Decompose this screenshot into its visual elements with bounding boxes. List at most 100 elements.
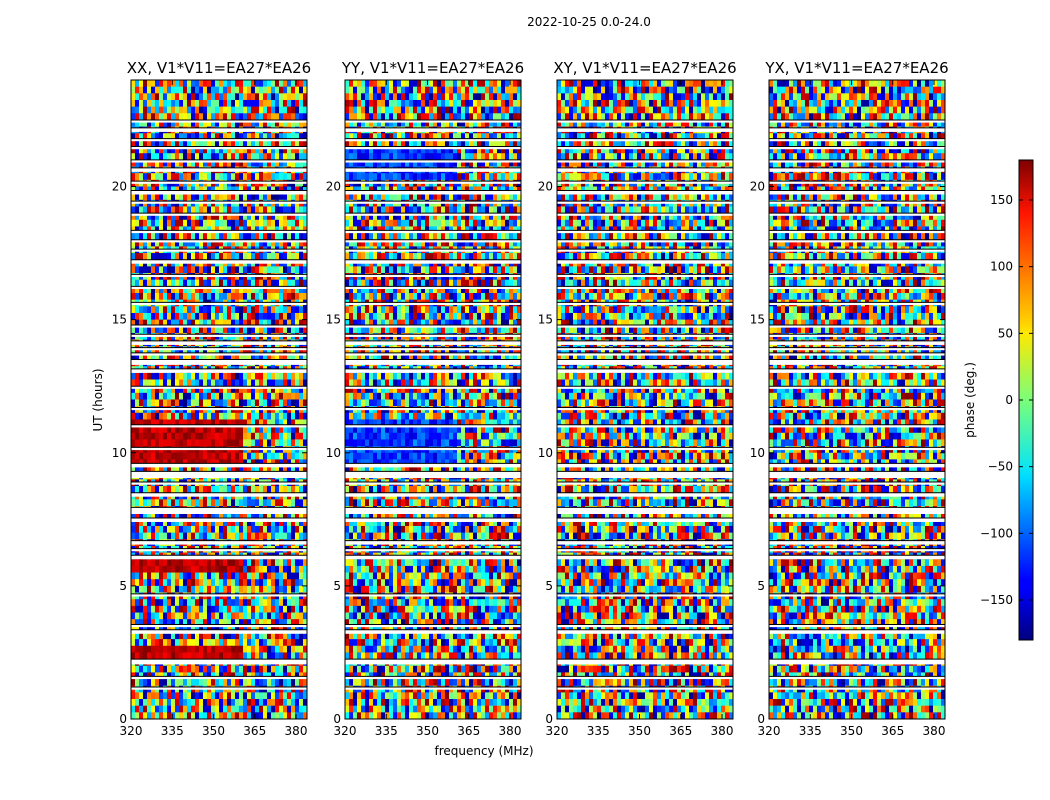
heatmap-cell [299,419,304,427]
heatmap-cell [453,173,458,181]
heatmap-cell [385,93,390,101]
heatmap-cell [163,312,168,320]
heatmap-cell [183,286,188,294]
heatmap-cell [219,699,224,706]
heatmap-cell [271,392,276,400]
heatmap-cell [251,692,256,700]
heatmap-cell [231,645,236,653]
heatmap-cell [243,372,248,380]
heatmap-cell [299,306,304,314]
heatmap-cell [171,326,176,334]
heatmap-cell [279,119,284,127]
heatmap-cell [247,705,252,713]
heatmap-cell [135,432,140,440]
heatmap-cell [175,559,180,567]
heatmap-cell [287,219,292,227]
heatmap-cell [179,253,184,261]
heatmap-cell [147,439,152,447]
heatmap-cell [227,645,232,653]
heatmap-cell [187,253,192,261]
heatmap-cell [159,193,164,201]
heatmap-cell [417,119,422,127]
heatmap-cell [163,319,168,327]
heatmap-cell [135,133,140,141]
heatmap-cell [291,585,296,593]
heatmap-cell [223,392,228,400]
heatmap-cell [385,153,390,161]
heatmap-cell [291,572,296,580]
heatmap-cell [191,459,196,467]
heatmap-cell [171,146,176,154]
heatmap-cell [167,426,172,434]
heatmap-cell [287,312,292,320]
heatmap-cell [211,352,216,360]
heatmap-cell [219,559,224,567]
heatmap-cell [163,239,168,247]
heatmap-cell [303,632,308,640]
heatmap-cell [203,113,208,121]
heatmap-cell [191,619,196,627]
heatmap-cell [175,133,180,141]
heatmap-cell [287,412,292,420]
heatmap-cell [243,679,248,687]
heatmap-cell [441,146,446,154]
heatmap-cell [171,392,176,400]
heatmap-cell [215,93,220,101]
heatmap-cell [469,106,474,114]
heatmap-cell [167,665,172,673]
heatmap-cell [207,312,212,320]
heatmap-cell [175,426,180,434]
heatmap-cell [159,312,164,320]
heatmap-cell [369,173,374,181]
heatmap-cell [171,173,176,181]
heatmap-cell [147,193,152,201]
heatmap-cell [191,512,196,520]
heatmap-cell [473,106,478,114]
heatmap-cell [199,253,204,261]
heatmap-cell [167,565,172,573]
heatmap-cell [155,392,160,400]
heatmap-cell [303,466,308,474]
heatmap-cell [219,153,224,161]
heatmap-cell [223,206,228,214]
heatmap-cell [187,605,192,613]
heatmap-cell [291,279,296,287]
heatmap-cell [227,486,232,493]
heatmap-cell [151,619,156,627]
flagged-band [131,259,307,264]
heatmap-cell [175,233,180,241]
heatmap-cell [183,665,188,673]
heatmap-cell [155,499,160,507]
heatmap-cell [171,672,176,680]
heatmap-cell [449,86,454,94]
heatmap-cell [211,652,216,660]
heatmap-cell [283,372,288,380]
heatmap-cell [163,219,168,227]
heatmap-cell [199,86,204,94]
heatmap-cell [203,159,208,167]
heatmap-cell [235,326,240,334]
heatmap-cell [227,146,232,154]
heatmap-cell [369,106,374,114]
heatmap-cell [287,266,292,274]
x-tick-label: 380 [285,724,308,738]
heatmap-cell [139,193,144,201]
heatmap-cell [303,699,308,706]
heatmap-cell [267,226,272,234]
heatmap-cell [139,312,144,320]
heatmap-cell [159,146,164,154]
heatmap-cell [163,213,168,221]
heatmap-cell [445,80,450,87]
heatmap-cell [143,113,148,121]
heatmap-cell [235,213,240,221]
heatmap-cell [235,93,240,101]
heatmap-cell [171,279,176,287]
heatmap-cell [187,119,192,127]
heatmap-cell [207,306,212,314]
heatmap-cell [227,186,232,194]
heatmap-cell [131,139,136,147]
heatmap-cell [303,206,308,214]
heatmap-cell [243,93,248,101]
heatmap-cell [183,352,188,360]
heatmap-cell [299,193,304,201]
